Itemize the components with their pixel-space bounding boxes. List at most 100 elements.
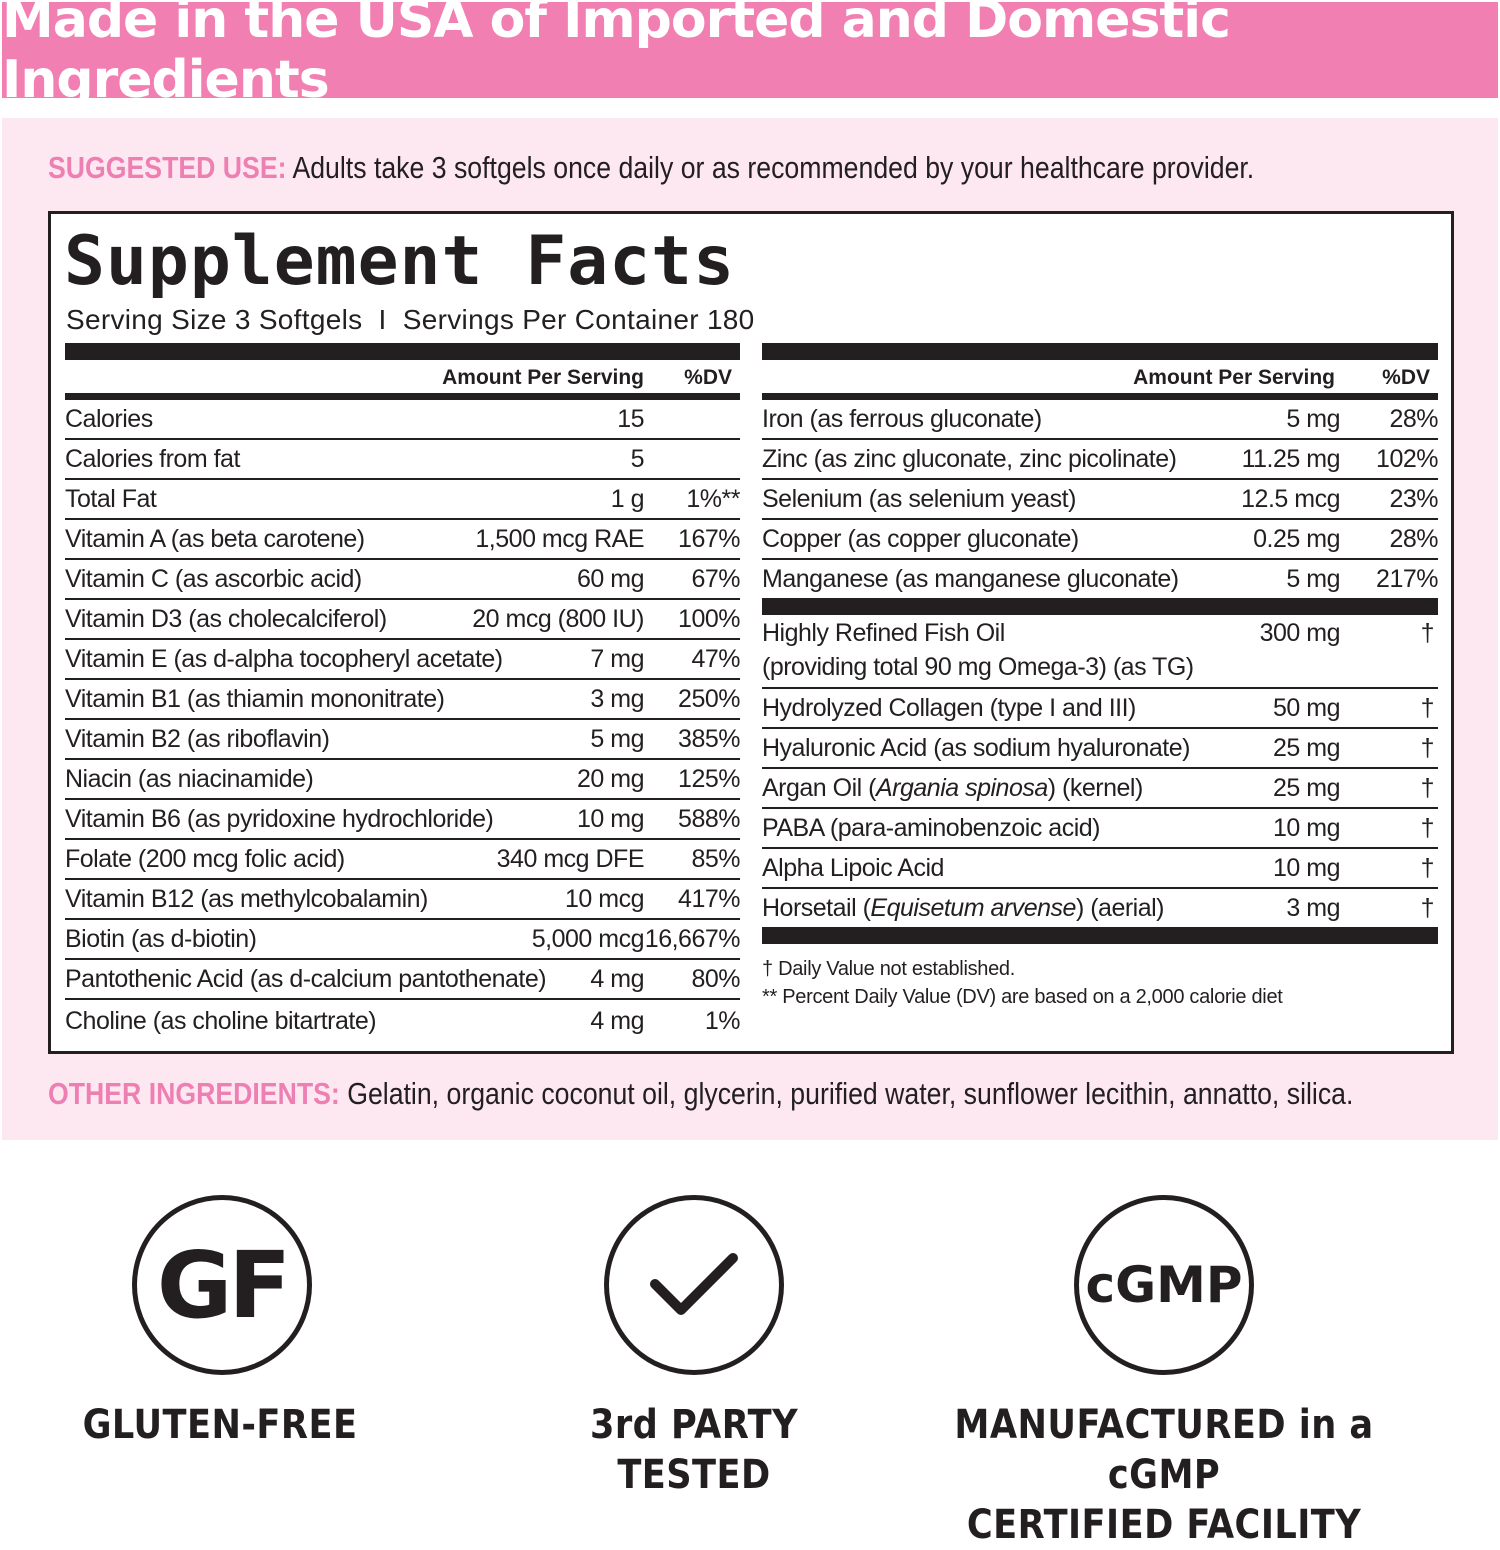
nutrient-name: Vitamin E (as d-alpha tocopheryl acetate… — [65, 645, 590, 674]
nutrient-dv: 100% — [678, 605, 740, 633]
divider-bar — [65, 343, 740, 360]
nutrient-row: Pantothenic Acid (as d-calcium pantothen… — [65, 960, 741, 1000]
nutrient-amount: 3 mg — [590, 685, 644, 713]
label-line: GLUTEN-FREE — [82, 1402, 358, 1448]
nutrient-name: Calories — [65, 405, 617, 434]
nutrient-row: Alpha Lipoic Acid 10 mg † — [762, 849, 1438, 889]
nutrient-name: Vitamin B6 (as pyridoxine hydrochloride) — [65, 805, 577, 834]
name-part: Hyaluronic Acid (as sodium hyaluronate) — [762, 734, 1190, 762]
nutrient-row: Hyaluronic Acid (as sodium hyaluronate) 2… — [762, 729, 1438, 769]
footnote-dagger: † Daily Value not established. — [762, 958, 1016, 980]
name-part: ) (kernel) — [1047, 774, 1144, 802]
suggested-use-label: SUGGESTED USE: — [48, 150, 287, 185]
nutrient-name: Vitamin A (as beta carotene) — [65, 525, 475, 554]
nutrient-amount: 5 — [630, 445, 645, 473]
name-part: Alpha Lipoic Acid — [762, 854, 944, 882]
gluten-free-label: GLUTEN-FREE — [44, 1400, 396, 1450]
name-part: Hydrolyzed Collagen (type I and III) — [762, 694, 1136, 722]
nutrient-amount: 10 mg — [1273, 854, 1340, 882]
nutrient-amount: 10 mg — [577, 805, 644, 833]
name-part: Iron (as ferrous gluconate) — [762, 405, 1042, 433]
header-dv: %DV — [684, 366, 732, 389]
nutrient-row: Calories from fat 5 — [65, 440, 740, 480]
header-amount: Amount Per Serving — [1133, 366, 1335, 389]
nutrient-row: Vitamin D3 (as cholecalciferol) 20 mcg (8… — [65, 600, 741, 640]
nutrient-name: Alpha Lipoic Acid — [762, 854, 1273, 883]
nutrient-name: Argan Oil (Argania spinosa) (kernel) — [762, 774, 1273, 803]
nutrient-dv: 102% — [1376, 445, 1438, 473]
nutrient-amount: 5,000 mcg — [531, 925, 645, 953]
suggested-use-text: Adults take 3 softgels once daily or as … — [292, 150, 1255, 185]
nutrient-row: Niacin (as niacinamide) 20 mg 125% — [65, 760, 741, 800]
nutrient-dv: 125% — [678, 765, 740, 793]
nutrient-name: Total Fat — [65, 485, 611, 514]
fish-oil-detail: (providing total 90 mg Omega-3) (as TG) — [762, 653, 1194, 681]
nutrient-dv: 85% — [691, 845, 740, 873]
fish-oil-name: Highly Refined Fish Oil — [762, 619, 1005, 647]
name-part: Zinc (as zinc gluconate, zinc picolinate… — [762, 445, 1177, 473]
nutrient-amount: 20 mg — [577, 765, 644, 793]
nutrient-name: Vitamin B2 (as riboflavin) — [65, 725, 590, 754]
name-part: Vitamin A (as beta carotene) — [65, 525, 365, 553]
nutrient-amount: 340 mcg DFE — [496, 845, 645, 873]
name-part: Biotin (as d-biotin) — [65, 925, 257, 953]
nutrient-amount: 12.5 mcg — [1241, 485, 1340, 513]
banner-title: Made in the USA of Imported and Domestic… — [2, 0, 1498, 110]
nutrient-dv: 47% — [691, 645, 740, 673]
nutrient-dv: † — [1420, 894, 1435, 922]
name-part: Vitamin E (as d-alpha tocopheryl acetate… — [65, 645, 503, 673]
nutrient-row: Calories 15 — [65, 400, 740, 440]
nutrient-amount: 5 mg — [1286, 405, 1340, 433]
name-part: Choline (as choline bitartrate) — [65, 1007, 377, 1035]
nutrient-dv: 167% — [678, 525, 740, 553]
suggested-use: SUGGESTED USE: Adults take 3 softgels on… — [48, 150, 1254, 186]
nutrient-amount: 25 mg — [1273, 774, 1340, 802]
nutrient-row: Biotin (as d-biotin) 5,000 mcg 16,667% — [65, 920, 741, 960]
nutrient-dv: 385% — [678, 725, 740, 753]
nutrient-dv: 217% — [1376, 565, 1438, 593]
nutrient-row: Vitamin E (as d-alpha tocopheryl acetate… — [65, 640, 741, 680]
nutrient-amount: 60 mg — [577, 565, 644, 593]
nutrient-amount: 50 mg — [1273, 694, 1340, 722]
name-part: Vitamin C (as ascorbic acid) — [65, 565, 362, 593]
name-part: Vitamin B6 (as pyridoxine hydrochloride) — [65, 805, 494, 833]
nutrient-dv: 588% — [678, 805, 740, 833]
serving-info: Serving Size 3 Softgels I Servings Per C… — [66, 304, 755, 335]
name-part: Copper (as copper gluconate) — [762, 525, 1079, 553]
header-amount: Amount Per Serving — [442, 366, 644, 389]
nutrient-row: Selenium (as selenium yeast) 12.5 mcg 23% — [762, 480, 1439, 520]
nutrient-row: Vitamin B12 (as methylcobalamin) 10 mcg 41… — [65, 880, 741, 920]
nutrient-dv: 28% — [1389, 405, 1438, 433]
column-header: Amount Per Serving %DV — [65, 360, 740, 393]
nutrient-row: Vitamin A (as beta carotene) 1,500 mcg RA… — [65, 520, 741, 560]
nutrient-dv: † — [1420, 734, 1435, 762]
fish-oil-dv: † — [1420, 619, 1435, 647]
nutrient-name: Vitamin D3 (as cholecalciferol) — [65, 605, 472, 634]
name-part: Folate (200 mcg folic acid) — [65, 845, 345, 873]
nutrient-name: Manganese (as manganese gluconate) — [762, 565, 1286, 594]
nutrient-dv: 250% — [678, 685, 740, 713]
nutrient-name: Vitamin B1 (as thiamin mononitrate) — [65, 685, 590, 714]
divider-bar — [762, 927, 1438, 944]
gluten-free-icon: GF — [132, 1195, 312, 1375]
nutrient-dv: † — [1420, 774, 1435, 802]
nutrient-name: Iron (as ferrous gluconate) — [762, 405, 1286, 434]
nutrient-amount: 15 — [617, 405, 644, 433]
other-ingredients-text: Gelatin, organic coconut oil, glycerin, … — [347, 1076, 1354, 1111]
footnote-dv: ** Percent Daily Value (DV) are based on… — [762, 986, 1283, 1008]
name-part: Horsetail ( — [762, 894, 871, 922]
divider-rule — [65, 393, 740, 400]
nutrient-name: Copper (as copper gluconate) — [762, 525, 1253, 554]
nutrient-amount: 20 mcg (800 IU) — [472, 605, 644, 633]
nutrient-amount: 4 mg — [590, 965, 644, 993]
third-party-label: 3rd PARTY TESTED — [518, 1400, 870, 1500]
name-part: Calories from fat — [65, 445, 240, 473]
name-part: Manganese (as manganese gluconate) — [762, 565, 1179, 593]
nutrient-name: Selenium (as selenium yeast) — [762, 485, 1241, 514]
nutrient-row: Copper (as copper gluconate) 0.25 mg 28% — [762, 520, 1439, 560]
nutrient-amount: 4 mg — [590, 1007, 644, 1035]
name-part: Calories — [65, 405, 153, 433]
name-part: Total Fat — [65, 485, 157, 513]
nutrient-amount: 5 mg — [590, 725, 644, 753]
nutrient-row: Vitamin B1 (as thiamin mononitrate) 3 mg 2… — [65, 680, 741, 720]
